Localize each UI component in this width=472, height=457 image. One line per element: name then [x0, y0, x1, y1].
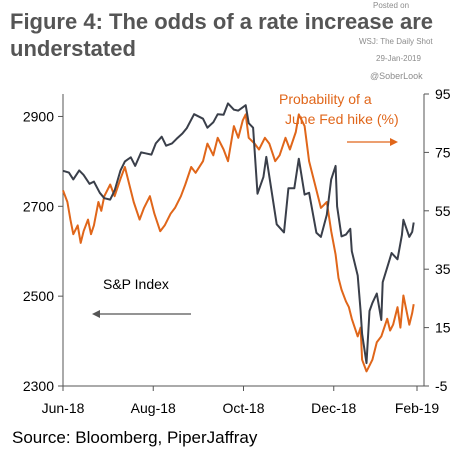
- x-axis-tick-label: Aug-18: [131, 400, 176, 416]
- right-axis-tick-label: 35: [435, 261, 451, 277]
- right-axis-tick-label: 95: [435, 86, 451, 102]
- source-note: Source: Bloomberg, PiperJaffray: [12, 428, 258, 447]
- annotations-group: S&P Index Probability of a June Fed hike…: [92, 91, 399, 318]
- x-axis-tick-label: Dec-18: [311, 400, 356, 416]
- fed-prob-label-line1: Probability of a: [279, 91, 372, 107]
- x-axis-tick-label: Oct-18: [222, 400, 264, 416]
- right-axis-tick-label: 15: [435, 320, 451, 336]
- credit-date: 29-Jan-2019: [376, 54, 421, 63]
- credit-posted-on: Posted on: [373, 1, 410, 10]
- left-axis-tick-label: 2900: [23, 108, 54, 124]
- fed-prob-arrow-head: [390, 138, 398, 146]
- fed-hike-probability-series-line: [62, 113, 415, 373]
- right-axis-tick-label: -5: [435, 378, 448, 394]
- credit-handle: @SoberLook: [370, 71, 423, 81]
- x-axis-tick-label: Feb-19: [395, 400, 440, 416]
- left-axis-tick-label: 2500: [23, 288, 54, 304]
- x-axis-tick-label: Jun-18: [42, 400, 85, 416]
- sp-index-arrow-head: [92, 310, 100, 318]
- sp-index-series-line: [62, 102, 415, 365]
- right-axis-tick-label: 75: [435, 144, 451, 160]
- left-axis-tick-label: 2300: [23, 378, 54, 394]
- left-axis-tick-label: 2700: [23, 198, 54, 214]
- chart-title: Figure 4: The odds of a rate increase ar…: [10, 9, 434, 61]
- series-group: [62, 102, 415, 373]
- right-axis-tick-label: 55: [435, 203, 451, 219]
- axes-group: 2300 2500 2700 2900 -5 15 35 55 75 95 Jun-18 Aug-18…: [23, 86, 451, 416]
- credit-publication: WSJ: The Daily Shot: [359, 37, 433, 46]
- sp-index-label: S&P Index: [103, 276, 169, 292]
- fed-prob-label-line2: June Fed hike (%): [285, 111, 399, 127]
